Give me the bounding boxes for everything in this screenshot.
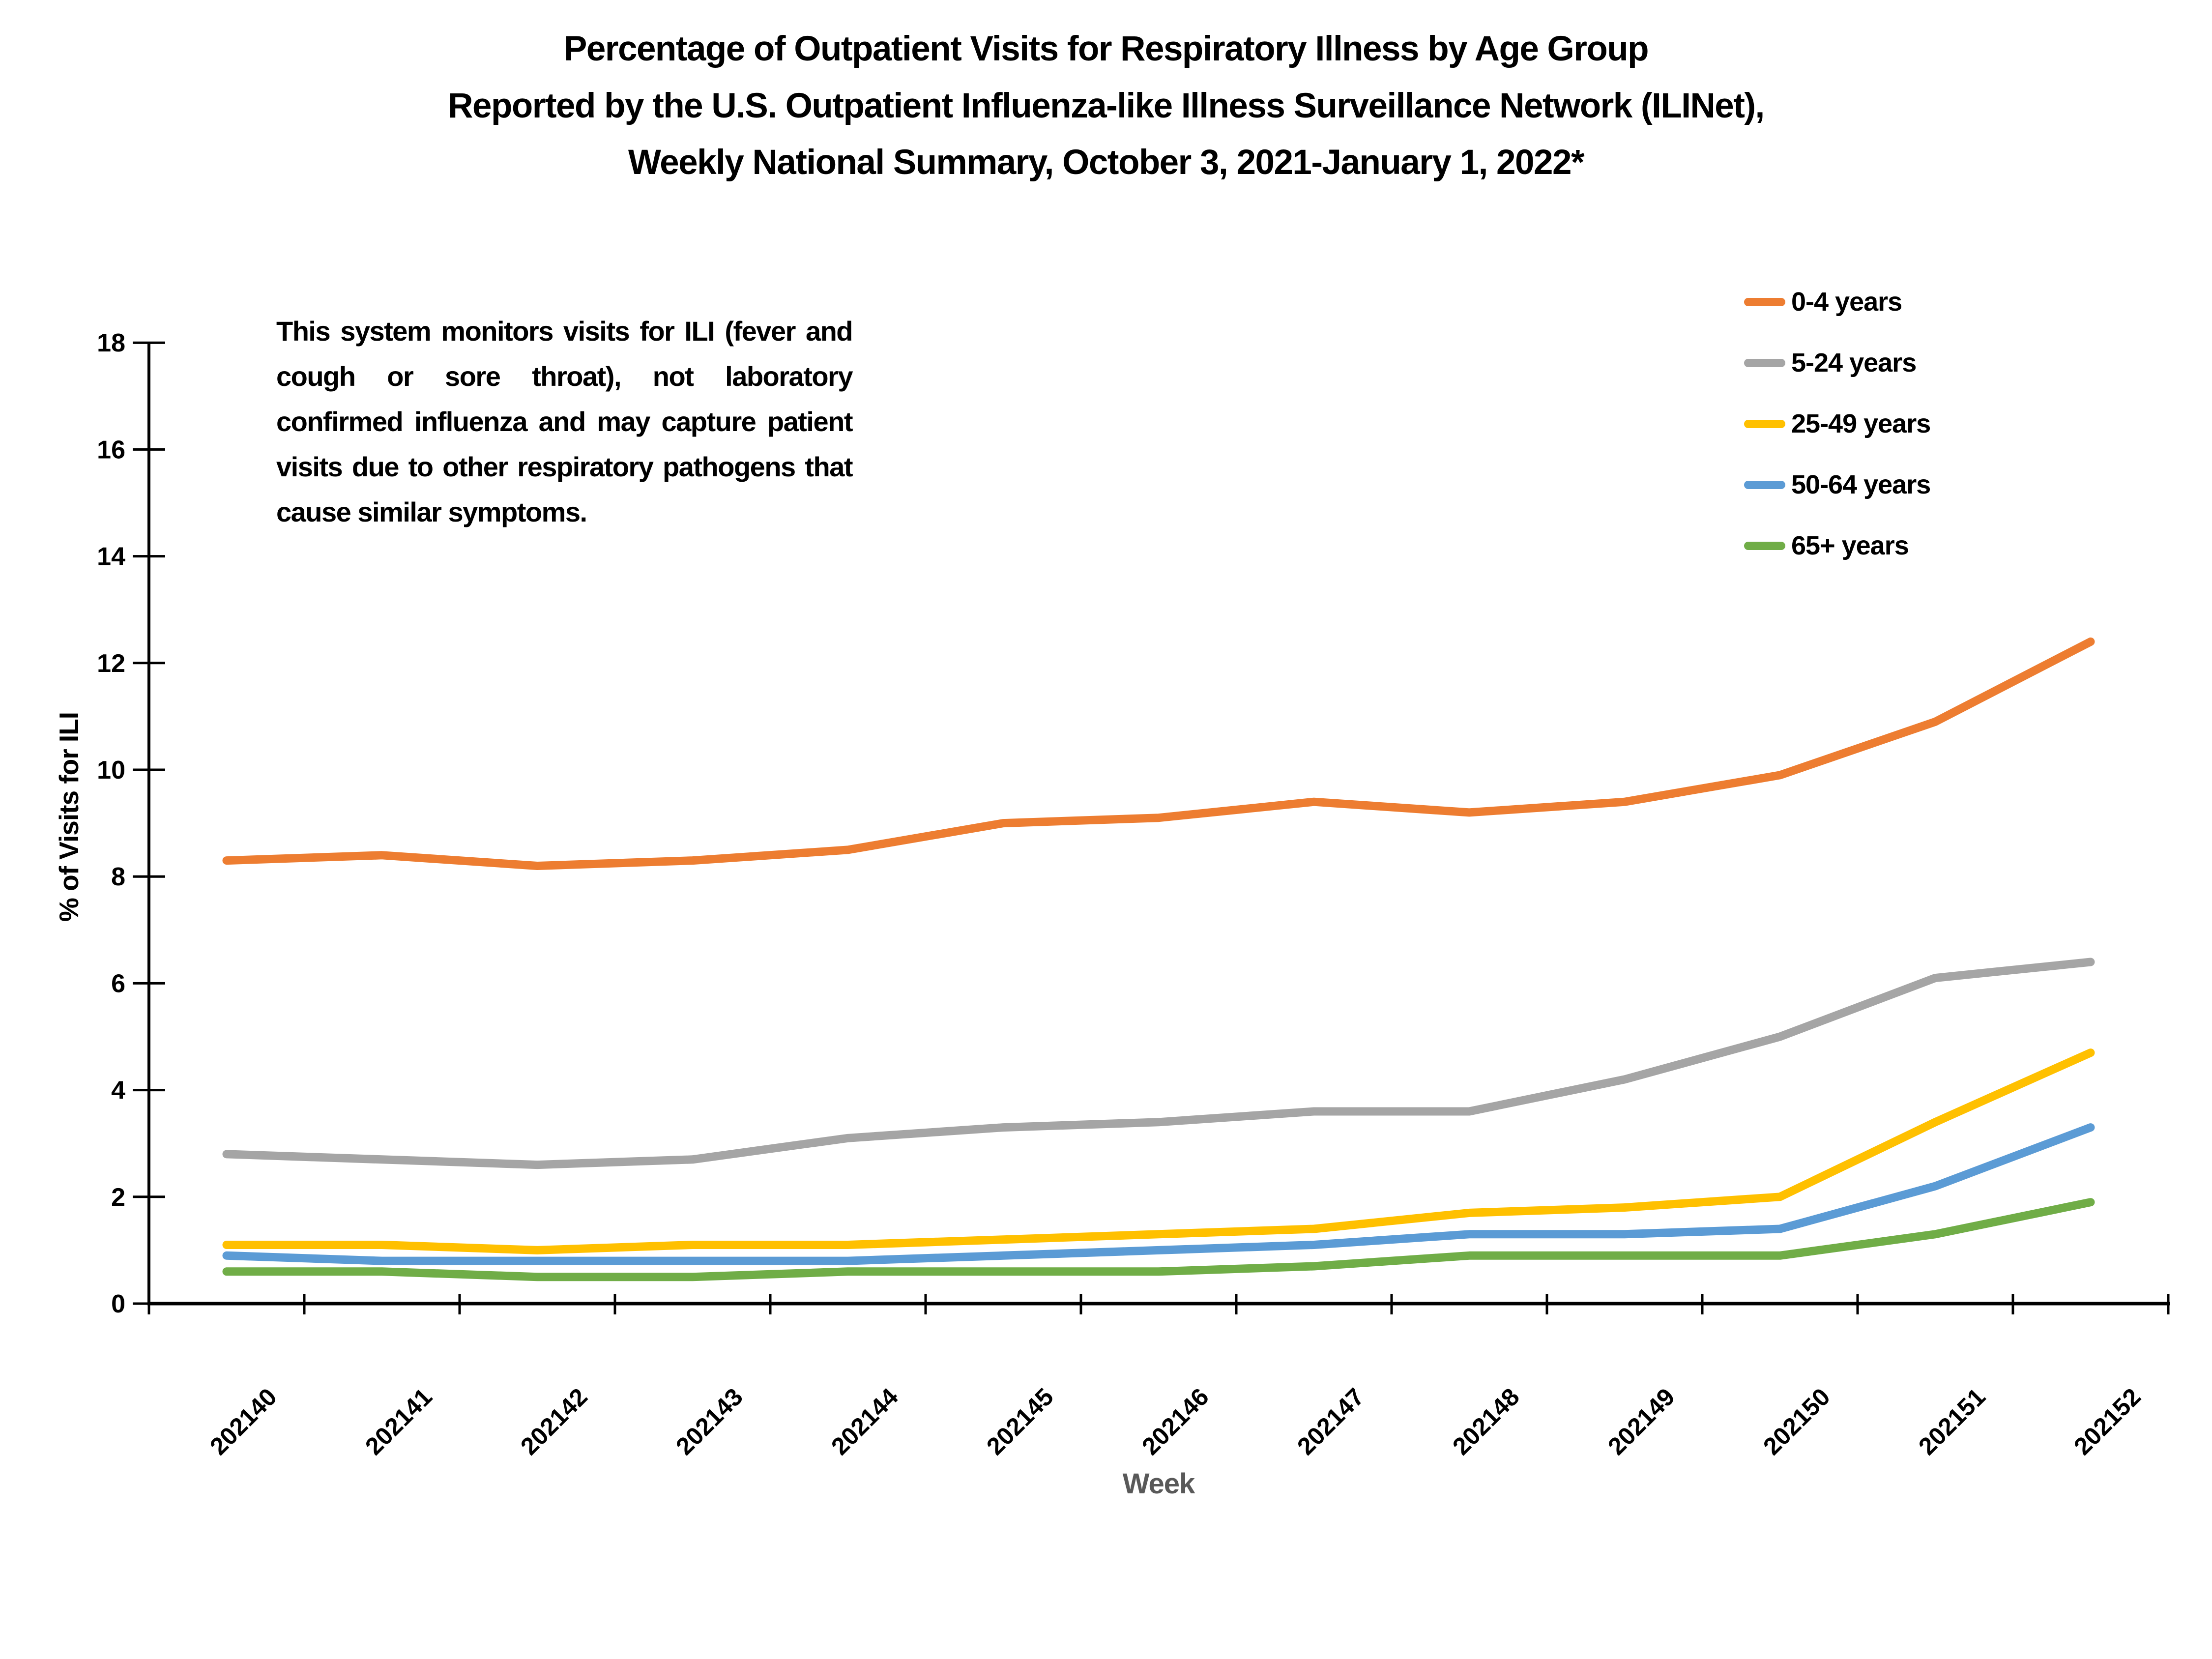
series-line-50-64-years [222, 1123, 2095, 1265]
x-tick-label: 202144 [826, 1383, 903, 1460]
y-tick-label: 10 [97, 756, 125, 785]
series-line-5-24-years [222, 958, 2095, 1169]
chart-title: Percentage of Outpatient Visits for Resp… [0, 21, 2212, 191]
legend-swatch-50-64-years [1744, 480, 1785, 489]
series-line-25-49-years [222, 1048, 2095, 1254]
y-tick-label: 12 [97, 649, 125, 678]
legend-item-50-64-years: 50-64 years [1744, 454, 1931, 515]
y-tick-label: 6 [111, 969, 125, 998]
x-tick-label: 202150 [1758, 1383, 1835, 1460]
legend-item-65-years: 65+ years [1744, 515, 1930, 576]
y-tick-label: 4 [111, 1077, 125, 1105]
x-tick-label: 202152 [2068, 1383, 2146, 1460]
x-tick-label: 202142 [515, 1383, 593, 1460]
x-tick-label: 202141 [360, 1383, 437, 1460]
legend-label: 65+ years [1791, 531, 1909, 560]
series-line-0-4-years [222, 637, 2095, 870]
y-tick-label: 14 [97, 543, 125, 571]
x-tick-label: 202148 [1447, 1383, 1525, 1460]
legend-swatch-0-4-years [1744, 297, 1785, 306]
y-tick-label: 16 [97, 436, 125, 464]
x-tick-label: 202143 [670, 1383, 748, 1460]
legend-label: 5-24 years [1791, 348, 1917, 378]
x-tick-label: 202149 [1602, 1383, 1680, 1460]
x-tick-label: 202146 [1136, 1383, 1214, 1460]
legend-item-5-24-years: 5-24 years [1744, 332, 1930, 393]
y-tick-label: 18 [97, 329, 125, 357]
legend-swatch-25-49-years [1744, 419, 1785, 428]
y-tick-label: 0 [111, 1290, 125, 1318]
y-tick-label: 8 [111, 863, 125, 891]
legend: 0-4 years 5-24 years 25-49 years 50-64 year… [1744, 271, 1931, 576]
legend-label: 50-64 years [1791, 470, 1931, 499]
legend-label: 25-49 years [1791, 409, 1931, 438]
x-axis-title: Week [1122, 1468, 1195, 1500]
chart-title-line-3: Weekly National Summary, October 3, 2021… [628, 143, 1585, 182]
legend-item-0-4-years: 0-4 years [1744, 271, 1930, 332]
x-tick-label: 202147 [1292, 1383, 1369, 1460]
legend-label: 0-4 years [1791, 287, 1902, 317]
legend-swatch-65-years [1744, 541, 1785, 550]
x-tick-label: 202145 [981, 1383, 1059, 1460]
legend-swatch-5-24-years [1744, 358, 1785, 367]
x-tick-label: 202151 [1913, 1383, 1991, 1460]
legend-item-25-49-years: 25-49 years [1744, 393, 1931, 454]
x-tick-label: 202140 [204, 1383, 282, 1460]
chart-title-line-1: Percentage of Outpatient Visits for Resp… [563, 29, 1649, 68]
chart-title-line-2: Reported by the U.S. Outpatient Influenz… [448, 86, 1765, 125]
series-line-65-years [222, 1198, 2095, 1281]
ili-definition-note: This system monitors visits for ILI (fev… [276, 316, 853, 528]
y-tick-label: 2 [111, 1183, 125, 1212]
